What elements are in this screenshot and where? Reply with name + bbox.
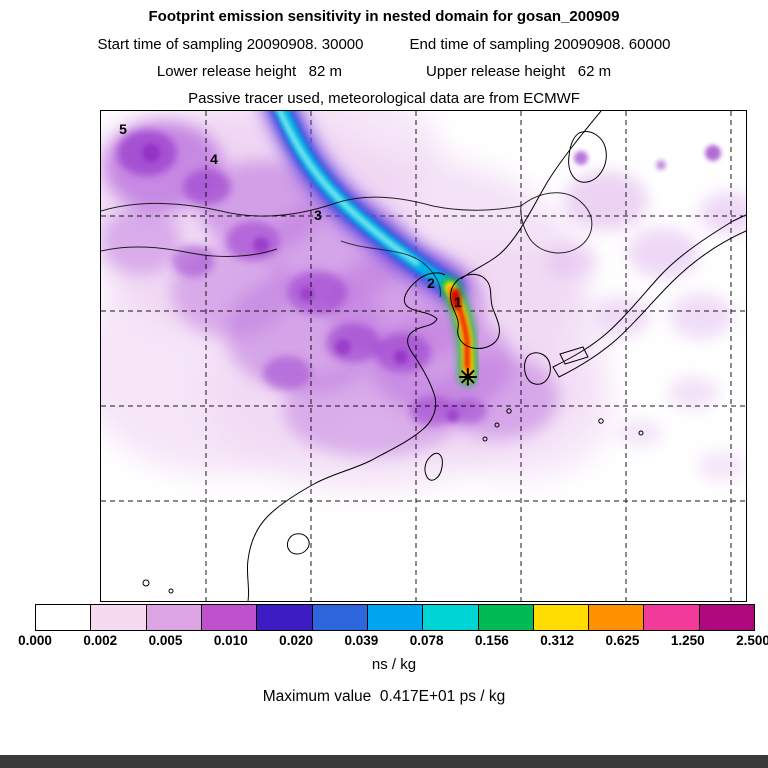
colorbar-tick-label: 0.005	[148, 633, 183, 648]
start-time-label: Start time of sampling 20090908. 30000	[97, 36, 364, 53]
colorbar-segment	[90, 605, 146, 630]
plume-specks	[142, 144, 721, 423]
china-coast	[246, 278, 438, 601]
lower-release-height-label: Lower release height 82 m	[156, 63, 342, 80]
upper-release-height-label: Upper release height 62 m	[426, 63, 612, 80]
tracer-note: Passive tracer used, meteorological data…	[188, 90, 580, 107]
colorbar-tick-label: 0.039	[344, 633, 379, 648]
small-island	[598, 418, 604, 424]
trajectory-hour-label: 3	[314, 207, 322, 223]
taiwan-island	[424, 452, 443, 481]
colorbar-segment	[256, 605, 312, 630]
korea-coast	[450, 273, 500, 349]
colorbar-segment	[532, 605, 589, 630]
colorbar-tick-label: 1.250	[670, 633, 705, 648]
small-island	[494, 422, 500, 428]
colorbar-segment	[366, 605, 423, 630]
colorbar-tick-label: 0.625	[605, 633, 640, 648]
north-island	[568, 131, 607, 183]
colorbar-tick-label: 0.312	[540, 633, 575, 648]
colorbar-tick-label: 0.020	[279, 633, 313, 648]
end-time-label: End time of sampling 20090908. 60000	[409, 36, 671, 53]
colorbar-tick-label: 2.500	[736, 633, 768, 648]
colorbar-tick-label: 0.002	[83, 633, 118, 648]
hainan-island	[286, 533, 310, 555]
trajectory-hour-label: 2	[427, 275, 435, 291]
trajectory-hour-label: 4	[210, 151, 218, 167]
plot-title: Footprint emission sensitivity in nested…	[148, 8, 620, 25]
inland-border	[520, 192, 593, 254]
colorbar-tick-label: 0.000	[18, 633, 52, 648]
shikoku-island	[559, 346, 589, 365]
colorbar-ticks: 0.000 0.002 0.005 0.010 0.020 0.039 0.078 0.156…	[18, 633, 768, 651]
small-island	[482, 436, 488, 442]
plume-main-band	[262, 111, 469, 305]
colorbar	[35, 604, 755, 631]
colorbar-segment	[145, 605, 201, 630]
colorbar-segment	[698, 605, 755, 630]
inland-border	[101, 196, 522, 217]
release-heights-row: Lower release height 82 m Upper release …	[0, 63, 768, 80]
small-island	[506, 408, 512, 414]
colorbar-segment	[643, 605, 699, 630]
colorbar-segment	[311, 605, 367, 630]
maximum-value-label: Maximum value 0.417E+01 ps / kg	[262, 688, 506, 705]
colorbar-segment	[200, 605, 257, 630]
colorbar-segment	[36, 605, 91, 630]
ne-asia-coast	[460, 111, 602, 280]
inland-border	[101, 246, 278, 257]
colorbar-units-label: ns / kg	[371, 656, 417, 673]
small-island	[638, 430, 644, 436]
small-island	[142, 579, 150, 587]
trajectory-hour-label: 5	[119, 121, 127, 137]
small-island	[168, 588, 174, 594]
map-canvas	[101, 111, 746, 601]
colorbar-tick-label: 0.156	[475, 633, 509, 648]
map-panel: 5 4 3 2 1	[100, 110, 747, 602]
honshu-island	[552, 214, 746, 378]
bottom-window-strip	[0, 755, 768, 768]
kyushu-island	[523, 352, 551, 385]
colorbar-segment	[588, 605, 644, 630]
colorbar-tick-label: 0.078	[409, 633, 444, 648]
colorbar-segment	[477, 605, 533, 630]
bohai-coast	[418, 272, 446, 280]
inland-border	[340, 240, 441, 298]
source-location-marker	[459, 367, 477, 386]
colorbar-tick-label: 0.010	[213, 633, 248, 648]
coastlines-borders	[101, 111, 746, 601]
sampling-times-row: Start time of sampling 20090908. 30000 E…	[0, 36, 768, 53]
map-overlay: 5 4 3 2 1	[101, 111, 746, 601]
colorbar-segment	[422, 605, 478, 630]
trajectory-hour-label: 1	[454, 294, 462, 310]
